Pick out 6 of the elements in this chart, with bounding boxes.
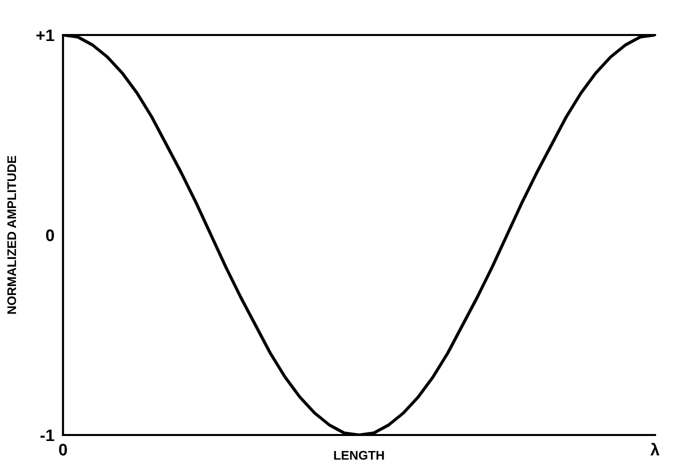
y-tick-label: -1: [40, 430, 54, 442]
x-tick-label: λ: [650, 442, 660, 456]
y-tick-label: 0: [46, 229, 54, 242]
y-tick-label: +1: [36, 30, 54, 42]
x-axis-title: LENGTH: [334, 450, 384, 460]
y-axis-title: NORMALIZED AMPLITUDE: [7, 156, 16, 314]
